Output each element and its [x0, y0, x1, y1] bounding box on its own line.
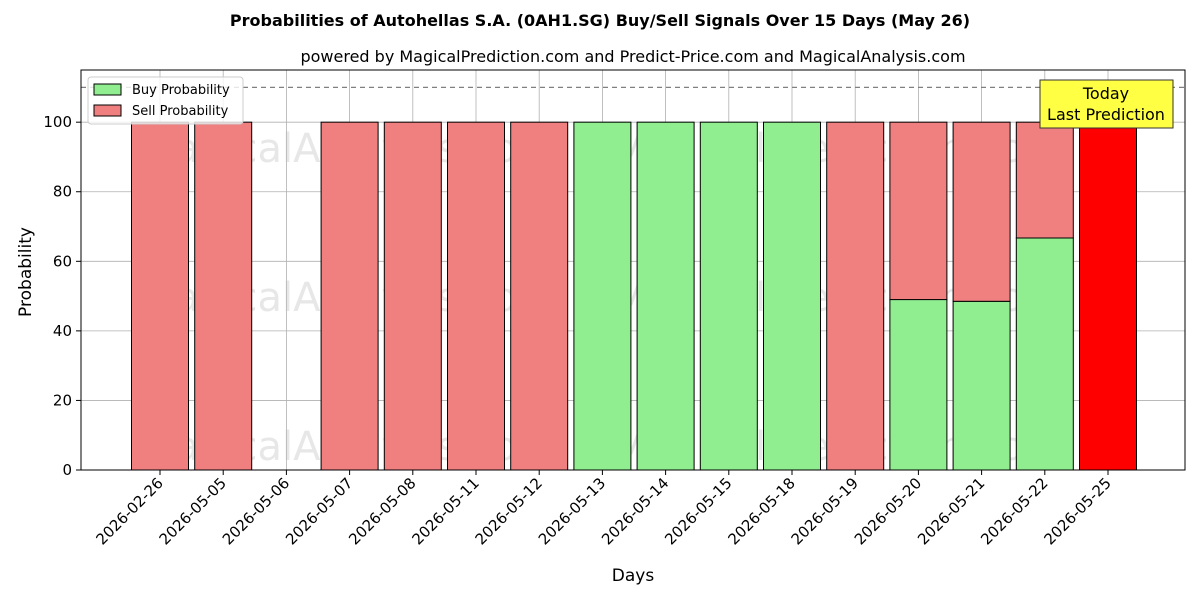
- x-tick-label: 2026-05-05: [156, 474, 230, 548]
- buy-bar: [952, 300, 1011, 471]
- x-tick-label: 2026-05-25: [1040, 474, 1114, 548]
- legend-swatch: [93, 83, 122, 96]
- x-tick-label: 2026-05-06: [219, 474, 293, 548]
- sell-bar: [1079, 121, 1137, 471]
- annotation-line1: Today: [1082, 84, 1129, 103]
- y-tick-label: 100: [43, 113, 72, 131]
- buy-bar: [763, 121, 821, 471]
- bars: [131, 121, 1137, 471]
- x-tick-label: 2026-05-08: [345, 474, 419, 548]
- chart-title: Probabilities of Autohellas S.A. (0AH1.S…: [230, 11, 970, 30]
- buy-bar: [889, 299, 948, 471]
- x-tick-label: 2026-05-22: [977, 474, 1051, 548]
- x-axis-label: Days: [612, 566, 655, 586]
- sell-bar: [131, 121, 189, 471]
- buy-bar: [699, 121, 758, 471]
- x-tick-label: 2026-05-15: [661, 474, 735, 548]
- annotation-box: [1039, 79, 1174, 129]
- sell-bar: [510, 121, 569, 471]
- x-tick-label: 2026-05-11: [408, 474, 482, 548]
- sell-bar: [826, 121, 885, 471]
- legend: Buy Probability Sell Probability: [87, 76, 244, 125]
- x-tick-label: 2026-05-14: [598, 474, 672, 548]
- y-tick-label: 0: [62, 461, 72, 479]
- y-tick-label: 40: [53, 322, 72, 340]
- today-annotation: Today Last Prediction: [1039, 79, 1174, 129]
- x-tick-label: 2026-02-26: [92, 474, 166, 548]
- x-tick-label: 2026-05-12: [472, 474, 546, 548]
- sell-bar: [383, 121, 442, 471]
- y-tick-label: 80: [53, 183, 72, 201]
- x-tick-label: 2026-05-18: [724, 474, 798, 548]
- sell-bar: [889, 121, 948, 301]
- sell-bar: [1015, 121, 1074, 239]
- x-tick-label: 2026-05-19: [788, 474, 862, 548]
- legend-swatch: [93, 104, 122, 117]
- x-tick-label: 2026-05-13: [535, 474, 609, 548]
- y-tick-label: 20: [53, 391, 72, 409]
- x-tick-label: 2026-05-21: [914, 474, 988, 548]
- sell-bar: [447, 121, 505, 471]
- plot-frame: [80, 69, 1186, 471]
- legend-box: [87, 76, 244, 125]
- buy-bar: [1015, 237, 1074, 471]
- annotation-line2: Last Prediction: [1047, 105, 1165, 124]
- y-axis-label: Probability: [16, 227, 36, 317]
- legend-entry: Buy Probability: [132, 83, 230, 98]
- x-tick-label: 2026-05-20: [851, 474, 925, 548]
- sell-bar: [952, 121, 1011, 302]
- y-tick-label: 60: [53, 252, 72, 270]
- chart-subtitle: powered by MagicalPrediction.com and Pre…: [300, 47, 965, 66]
- x-tick-label: 2026-05-07: [282, 474, 356, 548]
- buy-bar: [636, 121, 695, 471]
- sell-bar: [320, 121, 379, 471]
- buy-bar: [573, 121, 632, 471]
- sell-bar: [194, 121, 253, 471]
- legend-entry: Sell Probability: [132, 104, 229, 119]
